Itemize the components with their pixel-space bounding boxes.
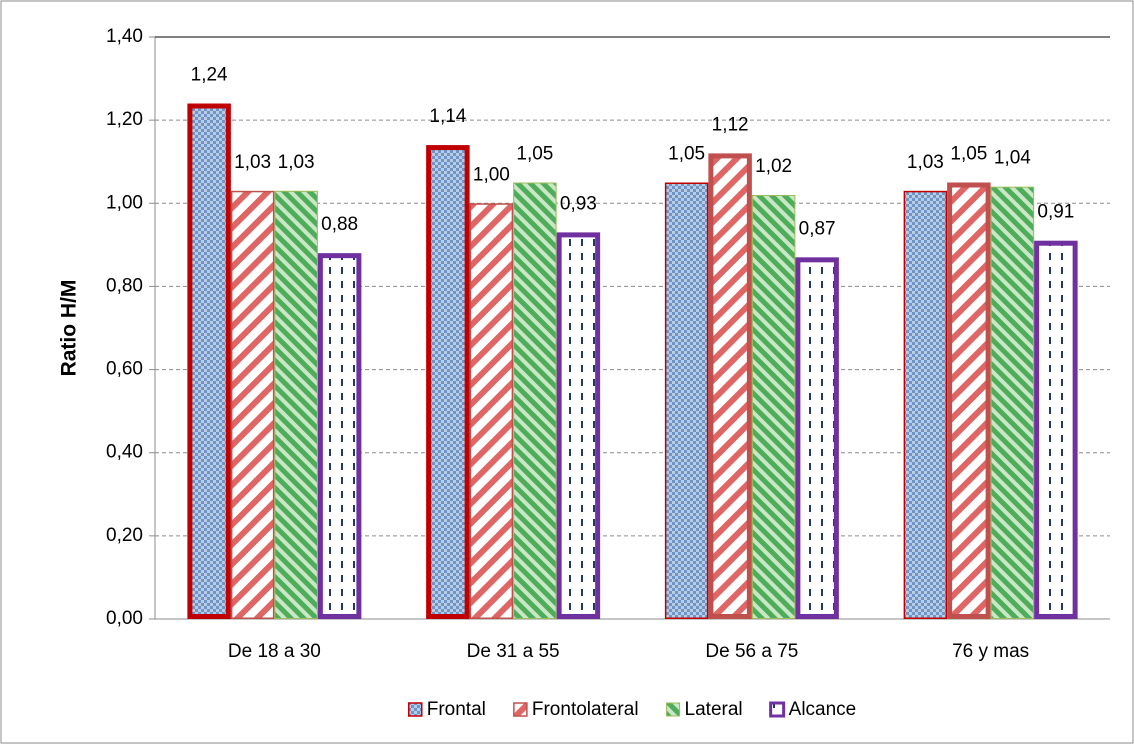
- legend-label: Lateral: [685, 699, 743, 720]
- x-tick-label: De 31 a 55: [467, 641, 560, 662]
- bar: [426, 145, 470, 619]
- data-label: 0,87: [799, 218, 836, 239]
- bar: [664, 182, 709, 619]
- bar: [708, 153, 752, 619]
- data-label: 1,03: [907, 152, 944, 173]
- data-label: 0,91: [1037, 202, 1074, 223]
- data-label: 1,05: [950, 144, 987, 165]
- bar: [751, 194, 796, 619]
- bar: [556, 232, 601, 619]
- data-label: 1,24: [191, 65, 228, 86]
- data-label: 1,05: [668, 144, 705, 165]
- y-tick-label: 0,60: [106, 359, 143, 380]
- legend-swatch: [769, 701, 786, 718]
- bar: [947, 182, 991, 619]
- data-label: 1,05: [516, 144, 553, 165]
- bar: [230, 190, 275, 619]
- legend-label: Frontal: [427, 699, 486, 720]
- bar: [795, 257, 839, 619]
- legend-swatch: [407, 702, 423, 717]
- data-label: 1,03: [234, 152, 271, 173]
- bar: [513, 182, 557, 619]
- y-tick-label: 1,20: [106, 109, 143, 130]
- data-label: 1,04: [994, 148, 1031, 169]
- legend-swatch: [513, 702, 528, 717]
- legend-label: Alcance: [789, 699, 857, 720]
- x-tick-label: De 18 a 30: [228, 641, 321, 662]
- legend-label: Frontolateral: [532, 699, 639, 720]
- x-tick-label: De 56 a 75: [705, 641, 798, 662]
- y-tick-label: 0,00: [106, 608, 143, 629]
- data-label: 0,93: [560, 193, 597, 214]
- y-tick-label: 0,40: [106, 442, 143, 463]
- legend-swatch: [666, 702, 681, 717]
- y-tick-label: 1,00: [106, 192, 143, 213]
- y-tick-label: 1,40: [106, 26, 143, 47]
- y-axis-title: Ratio H/M: [58, 280, 81, 377]
- bar: [469, 203, 514, 620]
- bar: [187, 103, 231, 619]
- x-tick-label: 76 y mas: [952, 641, 1029, 662]
- y-tick-label: 0,80: [106, 275, 143, 296]
- y-tick-label: 0,20: [106, 525, 143, 546]
- data-label: 1,02: [755, 156, 792, 177]
- data-label: 0,88: [321, 214, 358, 235]
- data-label: 1,12: [712, 114, 749, 135]
- data-label: 1,03: [278, 152, 315, 173]
- bar: [990, 186, 1035, 620]
- bar: [903, 190, 948, 619]
- bar: [1034, 240, 1078, 619]
- bar: [274, 190, 318, 619]
- data-label: 1,14: [429, 106, 466, 127]
- bar: [317, 253, 362, 620]
- data-label: 1,00: [473, 164, 510, 185]
